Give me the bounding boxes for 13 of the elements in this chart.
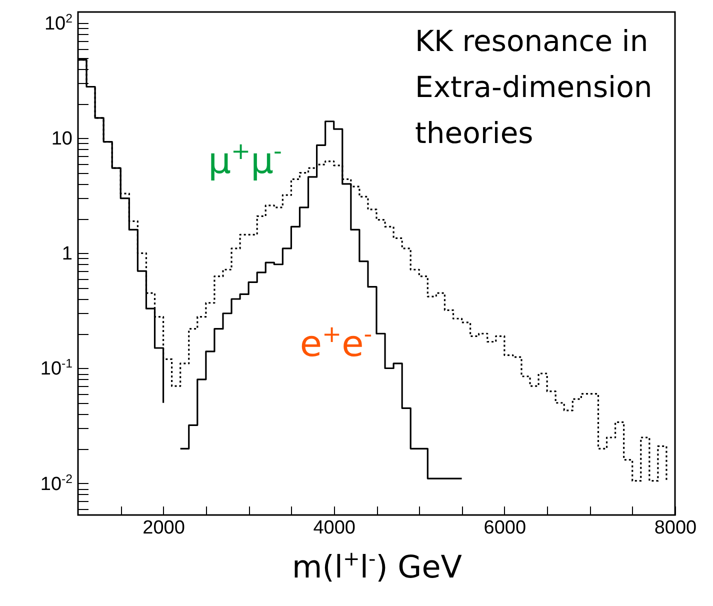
x-tick-label: 2000: [142, 518, 185, 538]
x-tick-label: 8000: [654, 518, 697, 538]
y-tick-label: 10$^{2}$: [44, 12, 73, 35]
y-tick-label: 10: [51, 128, 72, 150]
y-tick-label: 1: [62, 244, 72, 265]
series-label: e$^{+}$e$^{-}$: [300, 320, 372, 365]
y-tick-label: 10$^{-2}$: [40, 472, 73, 495]
series-label: μ$^{+}$μ$^{-}$: [208, 137, 282, 182]
x-tick-label: 4000: [313, 518, 356, 538]
annotation: KK resonance in Extra-dimension theories: [415, 24, 652, 150]
x-axis-title: m(l$^{+}$l$^{-}$) GeV: [292, 546, 462, 586]
y-tick-label: 10$^{-1}$: [40, 356, 73, 380]
x-tick-label: 6000: [484, 518, 526, 538]
